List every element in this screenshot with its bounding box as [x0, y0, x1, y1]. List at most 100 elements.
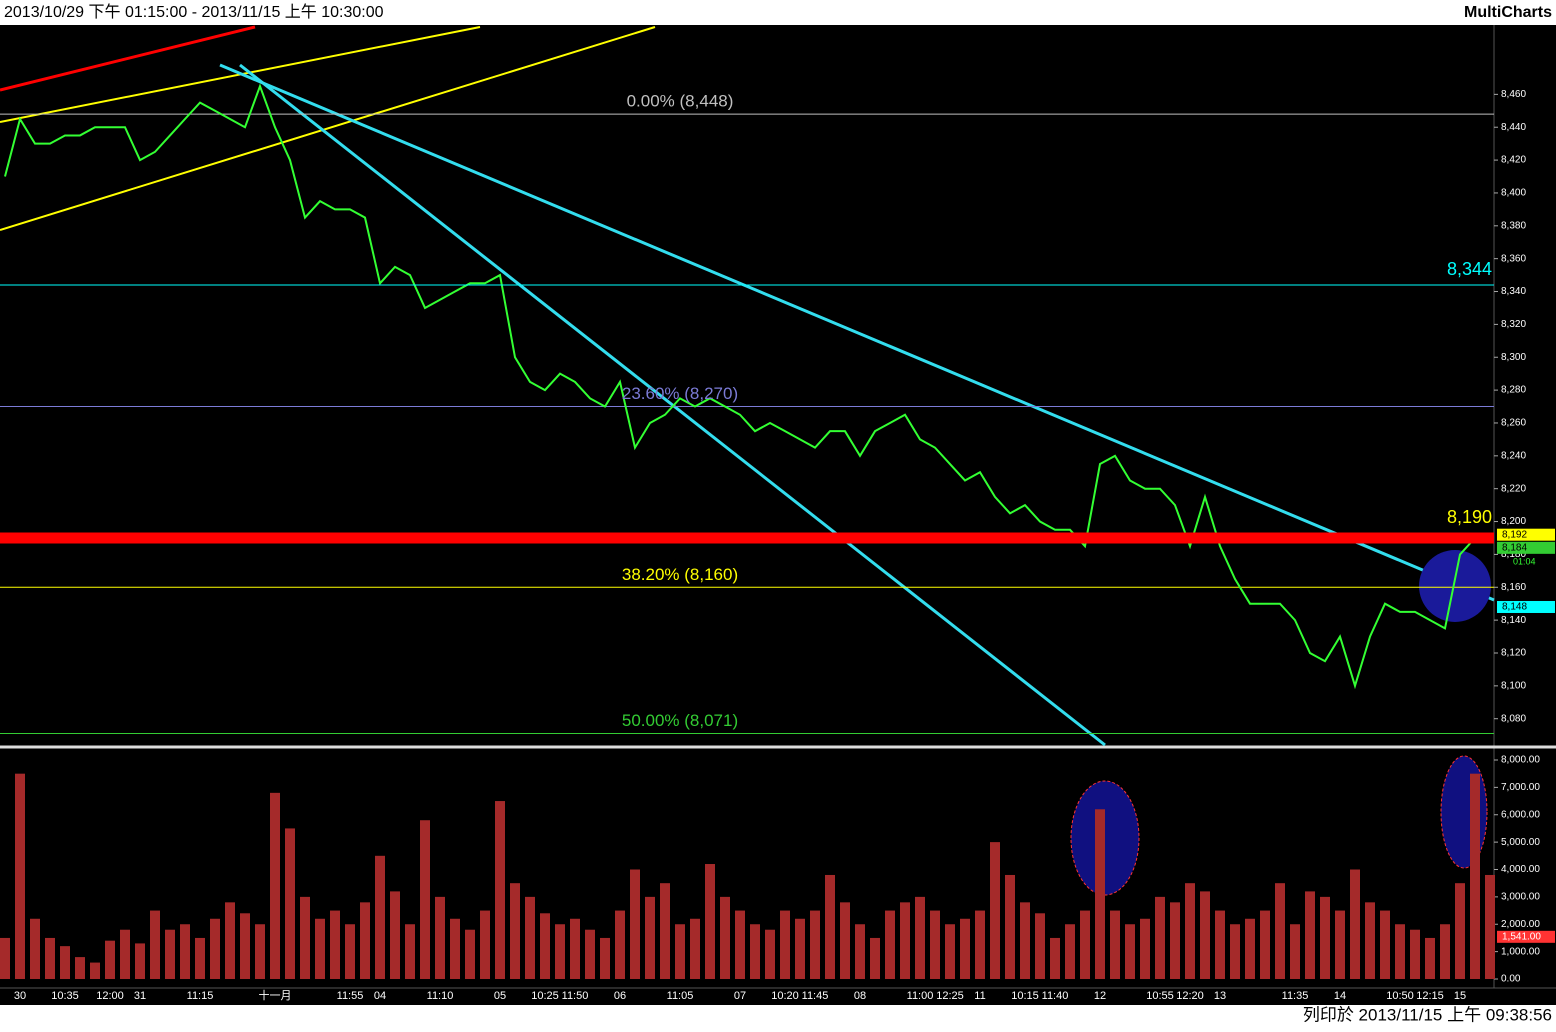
x-tick-label: 08 [854, 990, 866, 1002]
volume-bar [930, 910, 940, 979]
y-tick-label: 3,000.00 [1501, 892, 1540, 903]
x-tick-label: 11:45 [802, 990, 829, 1002]
volume-bar [1365, 902, 1375, 979]
volume-bar [240, 913, 250, 979]
volume-bar [285, 828, 295, 979]
volume-bar [1050, 937, 1060, 979]
volume-bar [660, 883, 670, 979]
volume-bar [1170, 902, 1180, 979]
volume-bar [1335, 910, 1345, 979]
volume-bar [1485, 874, 1495, 979]
x-tick-label: 11 [974, 990, 985, 1002]
level-label: 8,190 [1447, 507, 1492, 527]
volume-bar [1230, 924, 1240, 979]
x-tick-label: 10:25 [531, 990, 559, 1002]
volume-bar [945, 924, 955, 979]
volume-bar [810, 910, 820, 979]
volume-bar [330, 910, 340, 979]
volume-bar [60, 946, 70, 979]
price-tag [1497, 600, 1555, 613]
volume-bar [195, 937, 205, 979]
volume-bar [150, 910, 160, 979]
y-tick-label: 8,420 [1501, 155, 1526, 166]
price-tag-label: 8,184 [1502, 542, 1527, 553]
volume-bar [525, 896, 535, 979]
volume-bar [435, 896, 445, 979]
price-tag [1497, 541, 1555, 554]
volume-bar [705, 864, 715, 979]
volume-bar [420, 820, 430, 979]
volume-bar [780, 910, 790, 979]
volume-bar [1425, 937, 1435, 979]
x-tick-label: 10:20 [771, 990, 799, 1002]
y-tick-label: 8,400 [1501, 188, 1526, 199]
volume-bar [615, 910, 625, 979]
x-tick-label: 12:15 [1416, 990, 1444, 1002]
x-tick-label: 11:50 [562, 990, 589, 1002]
x-tick-label: 14 [1334, 990, 1346, 1002]
x-tick-label: 10:15 [1011, 990, 1039, 1002]
volume-bar [1200, 891, 1210, 979]
y-tick-label: 1,000.00 [1501, 946, 1540, 957]
marks [0, 83, 1495, 979]
y-tick-label: 8,000.00 [1501, 755, 1540, 766]
x-tick-label: 11:15 [187, 990, 214, 1002]
y-tick-label: 8,260 [1501, 418, 1526, 429]
volume-bar [690, 918, 700, 979]
y-tick-label: 0.00 [1501, 974, 1521, 985]
x-tick-label: 11:10 [427, 990, 454, 1002]
highlight-ellipse [1440, 755, 1488, 869]
x-tick-label: 10:50 [1386, 990, 1414, 1002]
header-range: 2013/10/29 下午 01:15:00 - 2013/11/15 上午 1… [4, 3, 384, 21]
volume-bar [225, 902, 235, 979]
volume-bar [960, 918, 970, 979]
highlight-circle [1419, 550, 1491, 622]
volume-bar [465, 929, 475, 979]
volume-bar [765, 929, 775, 979]
level-label: 8,344 [1447, 259, 1492, 279]
volume-bar [825, 874, 835, 979]
volume-bar [510, 883, 520, 979]
volume-bar [1470, 773, 1480, 979]
y-tick-label: 8,140 [1501, 615, 1526, 626]
volume-bar [1215, 910, 1225, 979]
volume-bar [975, 910, 985, 979]
x-tick-label: 06 [614, 990, 626, 1002]
volume-bar [0, 937, 10, 979]
volume-bar [45, 937, 55, 979]
volume-bar [1095, 809, 1105, 979]
y-tick-label: 4,000.00 [1501, 864, 1540, 875]
volume-bar [390, 891, 400, 979]
volume-bar [450, 918, 460, 979]
volume-bar [735, 910, 745, 979]
trendline [0, 26, 656, 231]
x-tick-label: 05 [494, 990, 506, 1002]
y-tick-label: 8,120 [1501, 648, 1526, 659]
brand: MultiCharts [1464, 4, 1552, 21]
labels: 8,080 8,100 8,120 8,140 8,160 8,180 8,200 8,220… [14, 89, 1555, 1002]
y-tick-label: 5,000.00 [1501, 837, 1540, 848]
x-tick-label: 12 [1094, 990, 1106, 1002]
volume-bar [255, 924, 265, 979]
volume-bar [1065, 924, 1075, 979]
trendline [239, 63, 1106, 747]
x-tick-label: 11:40 [1042, 990, 1069, 1002]
volume-bar [540, 913, 550, 979]
volume-bar [30, 918, 40, 979]
volume-bar [105, 940, 115, 979]
volume-bar [1290, 924, 1300, 979]
volume-bar [1005, 874, 1015, 979]
trendline [219, 63, 1495, 602]
volume-bar [135, 943, 145, 979]
volume-bar [840, 902, 850, 979]
volume-bar [375, 855, 385, 979]
plot-background [0, 25, 1556, 1005]
volume-bar [315, 918, 325, 979]
volume-bar [855, 924, 865, 979]
volume-bar [1320, 896, 1330, 979]
volume-bar [1035, 913, 1045, 979]
price-tag [1497, 528, 1555, 541]
volume-bar [645, 896, 655, 979]
